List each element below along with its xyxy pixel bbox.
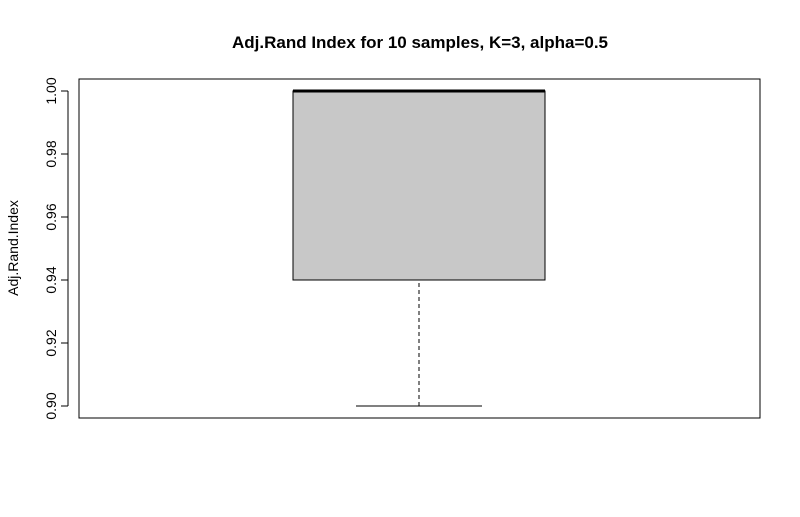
y-tick-label: 0.92 [43, 329, 59, 356]
y-tick-label: 0.96 [43, 203, 59, 230]
y-tick-label: 0.98 [43, 140, 59, 167]
y-axis-label: Adj.Rand.Index [5, 200, 21, 296]
y-tick-label: 0.94 [43, 266, 59, 293]
y-axis: 0.90 0.92 0.94 0.96 0.98 1.00 [43, 77, 69, 420]
iqr-box [292, 90, 546, 281]
plot-frame [78, 78, 761, 419]
box-group [292, 89, 546, 407]
chart-title: Adj.Rand Index for 10 samples, K=3, alph… [232, 33, 608, 52]
y-tick-label: 0.90 [43, 392, 59, 419]
y-tick-label: 1.00 [43, 77, 59, 104]
